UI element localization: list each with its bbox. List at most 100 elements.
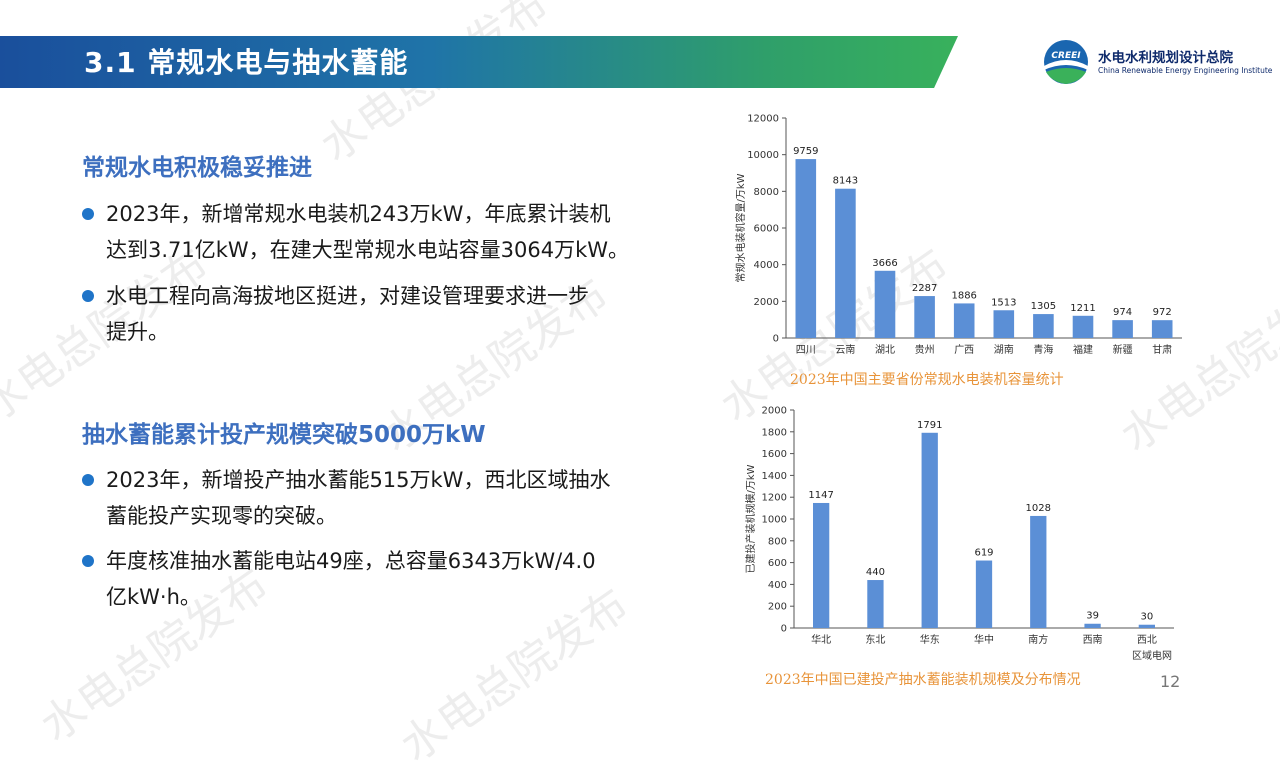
- data-label: 8143: [833, 176, 858, 187]
- y-tick-label: 1000: [762, 515, 787, 526]
- data-label: 972: [1153, 307, 1172, 318]
- bullet-item: 2023年，新增常规水电装机243万kW，年底累计装机 达到3.71亿kW，在建…: [82, 196, 692, 268]
- x-tick-label: 青海: [1033, 343, 1053, 356]
- provincial-hydropower-chart: 0 2000 4000 6000 8000 10000 12000 常规水电装机容量/万kW 9…: [734, 114, 1182, 356]
- x-tick-label: 华东: [920, 633, 940, 646]
- data-label: 3666: [872, 258, 897, 269]
- y-tick-label: 600: [768, 558, 787, 569]
- y-tick-label: 1800: [762, 427, 787, 438]
- y-axis-label: 常规水电装机容量/万kW: [734, 173, 747, 282]
- data-label: 1028: [1026, 503, 1051, 514]
- x-tick-label: 东北: [865, 633, 885, 646]
- bar: [1138, 624, 1155, 628]
- chart-caption: 2023年中国主要省份常规水电装机容量统计: [790, 372, 1064, 388]
- y-tick-label: 400: [768, 580, 787, 591]
- y-tick-label: 4000: [754, 260, 779, 271]
- bar: [953, 303, 975, 338]
- bar: [1151, 320, 1173, 338]
- x-tick-label: 华中: [974, 633, 994, 646]
- y-tick-label: 8000: [754, 187, 779, 198]
- chart-caption: 2023年中国已建投产抽水蓄能装机规模及分布情况: [765, 672, 1081, 688]
- bar: [1084, 623, 1101, 628]
- x-tick-label: 广西: [954, 344, 974, 356]
- bar: [795, 159, 817, 338]
- bullet-item: 年度核准抽水蓄能电站49座，总容量6343万kW/4.0 亿kW·h。: [82, 543, 692, 615]
- bar: [914, 296, 935, 338]
- data-label: 619: [974, 548, 993, 559]
- x-tick-label: 云南: [835, 343, 855, 356]
- data-label: 1791: [917, 420, 942, 431]
- bullet-line: 提升。: [106, 320, 169, 344]
- logo-name-en: China Renewable Energy Engineering Insti…: [1098, 66, 1273, 75]
- bar: [1033, 314, 1054, 338]
- y-tick-label: 2000: [762, 406, 787, 417]
- bullet-line: 亿kW·h。: [106, 585, 201, 609]
- y-tick-label: 10000: [747, 150, 779, 161]
- bullet-line: 达到3.71亿kW，在建大型常规水电站容量3064万kW。: [106, 238, 630, 262]
- section-heading: 抽水蓄能累计投产规模突破5000万kW: [82, 422, 486, 448]
- y-tick-label: 0: [781, 624, 787, 635]
- x-tick-label: 华北: [811, 633, 831, 646]
- bullet-dot-icon: [82, 208, 94, 220]
- bar: [993, 310, 1015, 338]
- y-tick-label: 1400: [762, 471, 787, 482]
- y-tick-label: 200: [768, 602, 787, 613]
- bullet-line: 2023年，新增投产抽水蓄能515万kW，西北区域抽水: [106, 468, 611, 492]
- x-tick-label: 福建: [1073, 343, 1093, 356]
- x-tick-label: 贵州: [915, 343, 935, 356]
- data-label: 1513: [991, 297, 1016, 308]
- data-label: 2287: [912, 283, 937, 294]
- y-axis-label: 已建投产装机规模/万kW: [744, 464, 757, 573]
- bullet-line: 年度核准抽水蓄能电站49座，总容量6343万kW/4.0: [106, 549, 596, 573]
- bar: [975, 560, 993, 628]
- bar: [1030, 515, 1047, 628]
- data-label: 1211: [1070, 303, 1095, 314]
- y-tick-label: 12000: [747, 114, 779, 125]
- data-label: 440: [866, 567, 885, 578]
- y-tick-label: 6000: [754, 224, 779, 235]
- page-title: 3.1 常规水电与抽水蓄能: [84, 46, 409, 79]
- institute-logo: CREEI 水电水利规划设计总院 China Renewable Energy …: [1040, 38, 1273, 88]
- creei-logo-icon: CREEI: [1044, 40, 1088, 84]
- x-tick-label: 甘肃: [1152, 343, 1172, 356]
- x-tick-label: 新疆: [1113, 343, 1133, 356]
- data-label: 1305: [1031, 301, 1056, 312]
- bullet-dot-icon: [82, 474, 94, 486]
- bar: [867, 580, 884, 628]
- x-tick-label: 西北: [1137, 634, 1157, 646]
- y-tick-label: 0: [773, 334, 779, 345]
- data-label: 9759: [793, 146, 818, 157]
- y-tick-label: 1600: [762, 449, 787, 460]
- x-tick-label: 湖北: [875, 344, 895, 356]
- title-banner: [0, 36, 958, 88]
- data-label: 1886: [951, 290, 976, 301]
- pumped-storage-chart: 0 200 400 600 800 1000 1200 1400 1600 1800 2000 已建投…: [744, 406, 1174, 662]
- x-tick-label: 南方: [1028, 633, 1048, 646]
- x-axis-label: 区域电网: [1132, 649, 1172, 662]
- bullet-dot-icon: [82, 555, 94, 567]
- bar: [921, 432, 938, 628]
- bar: [813, 502, 830, 628]
- page-number: 12: [1160, 672, 1181, 691]
- x-tick-label: 湖南: [994, 343, 1014, 356]
- bullet-line: 2023年，新增常规水电装机243万kW，年底累计装机: [106, 202, 611, 226]
- section-heading: 常规水电积极稳妥推进: [82, 155, 312, 181]
- bar: [874, 270, 896, 338]
- logo-name-cn: 水电水利规划设计总院: [1098, 50, 1233, 66]
- x-tick-label: 西南: [1083, 633, 1103, 646]
- x-tick-label: 四川: [796, 345, 816, 356]
- bullet-dot-icon: [82, 290, 94, 302]
- data-label: 39: [1086, 611, 1099, 622]
- data-label: 1147: [808, 490, 833, 501]
- y-tick-label: 800: [768, 536, 787, 547]
- bar: [1112, 320, 1133, 338]
- data-label: 30: [1140, 612, 1153, 623]
- bullet-line: 蓄能投产实现零的突破。: [106, 504, 337, 528]
- bar: [835, 188, 856, 338]
- bar: [1072, 315, 1094, 338]
- y-tick-label: 2000: [754, 297, 779, 308]
- bullet-item: 水电工程向高海拔地区挺进，对建设管理要求进一步 提升。: [82, 278, 692, 350]
- data-label: 974: [1113, 307, 1132, 318]
- logo-mark-text: CREEI: [1051, 51, 1081, 61]
- y-tick-label: 1200: [762, 493, 787, 504]
